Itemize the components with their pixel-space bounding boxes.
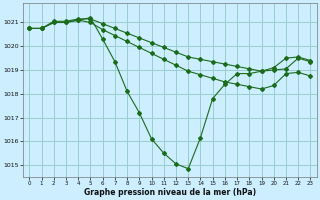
X-axis label: Graphe pression niveau de la mer (hPa): Graphe pression niveau de la mer (hPa) [84,188,256,197]
